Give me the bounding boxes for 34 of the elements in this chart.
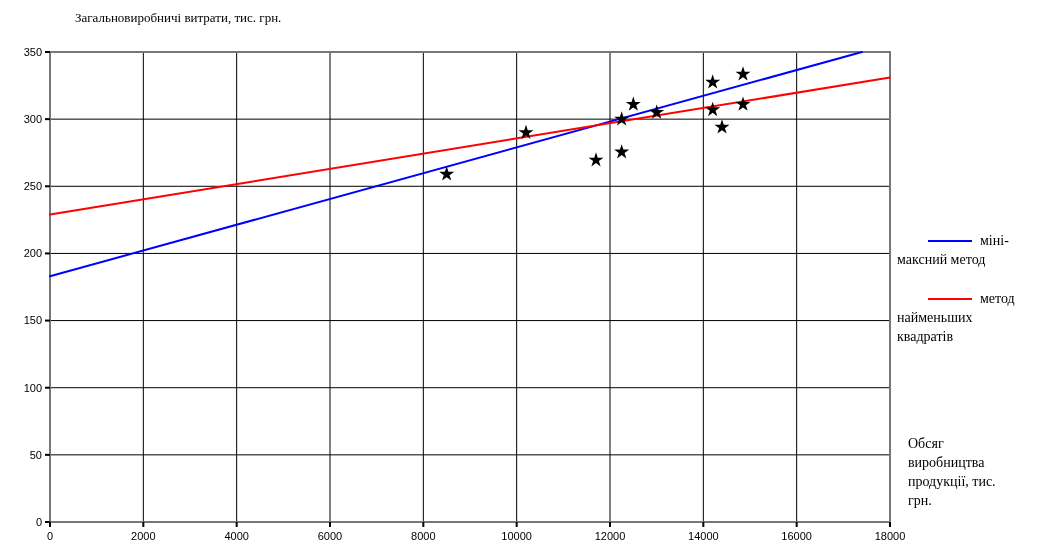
point — [439, 166, 455, 181]
x-axis-title: Обсяг виробництва продукції, тис. грн. — [908, 436, 996, 508]
y-tick-label: 150 — [23, 314, 42, 327]
x-tick-label: 6000 — [317, 530, 343, 542]
x-tick-label: 12000 — [594, 530, 626, 542]
point — [625, 96, 641, 111]
point — [705, 101, 721, 117]
y-tick-label: 250 — [23, 180, 42, 193]
y-axis-title: Загальновиробничі витрати, тис. грн. — [75, 10, 282, 25]
x-tick-label: 0 — [46, 530, 54, 542]
point — [649, 104, 665, 119]
y-tick-label: 300 — [23, 112, 42, 125]
x-tick-label: 18000 — [874, 530, 906, 542]
legend-label: міні-максний метод — [897, 233, 1010, 267]
legend-label: метод найменьших квадратів — [897, 291, 1015, 344]
y-tick-label: 350 — [23, 45, 42, 58]
point — [588, 152, 604, 167]
point — [735, 66, 751, 81]
y-tick-label: 50 — [29, 448, 42, 461]
point — [735, 96, 751, 111]
x-tick-label: 10000 — [501, 530, 532, 542]
x-tick-label: 2000 — [131, 530, 156, 542]
y-tick-label: 200 — [23, 247, 42, 260]
point — [714, 119, 730, 134]
x-tick-label: 4000 — [224, 530, 249, 542]
point — [705, 74, 721, 89]
point — [518, 124, 534, 139]
y-tick-label: 100 — [23, 381, 42, 394]
x-tick-label: 14000 — [688, 530, 719, 542]
x-tick-label: 8000 — [411, 530, 436, 542]
point — [614, 144, 630, 159]
point — [614, 111, 630, 126]
x-tick-label: 16000 — [781, 530, 812, 542]
y-tick-label: 0 — [35, 515, 42, 528]
